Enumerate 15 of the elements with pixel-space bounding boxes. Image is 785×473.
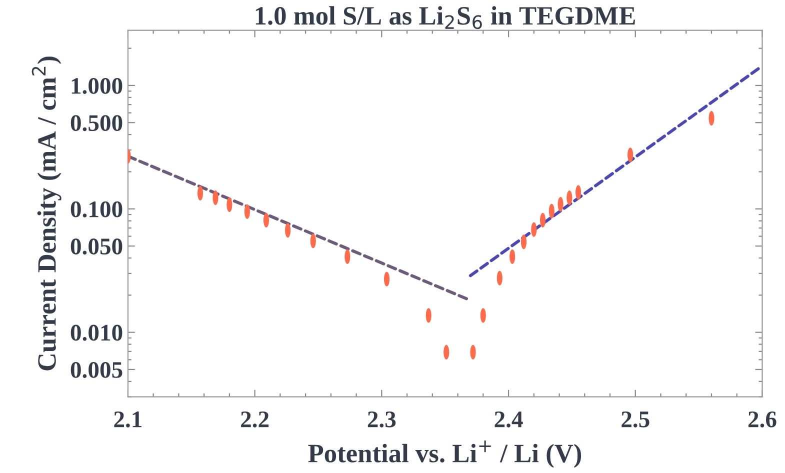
x-tick-label: 2.6: [748, 411, 776, 428]
x-axis-title: Potential vs. Li$^{+}$ / Li (V): [308, 440, 582, 468]
y-tick-label: 0.500: [70, 115, 122, 132]
y-axis-title: Current Density (mA / cm$^{2}$): [32, 56, 62, 370]
y-tick-label: 0.050: [70, 238, 122, 255]
x-tick-label: 2.3: [368, 411, 396, 428]
x-tick-label: 2.2: [241, 411, 269, 428]
chart-title: 1.0 mol S/L as Li$_{2}$S$_{6}$ in TEGDME: [256, 6, 635, 30]
y-tick-label: 1.000: [72, 78, 122, 94]
y-tick-label: 0.005: [70, 362, 122, 378]
x-tick-label: 2.1: [114, 411, 142, 428]
x-tick-label: 2.5: [622, 411, 650, 428]
y-tick-label: 0.100: [70, 201, 122, 218]
x-tick-label: 2.4: [494, 411, 523, 428]
y-tick-label: 0.010: [70, 324, 122, 341]
